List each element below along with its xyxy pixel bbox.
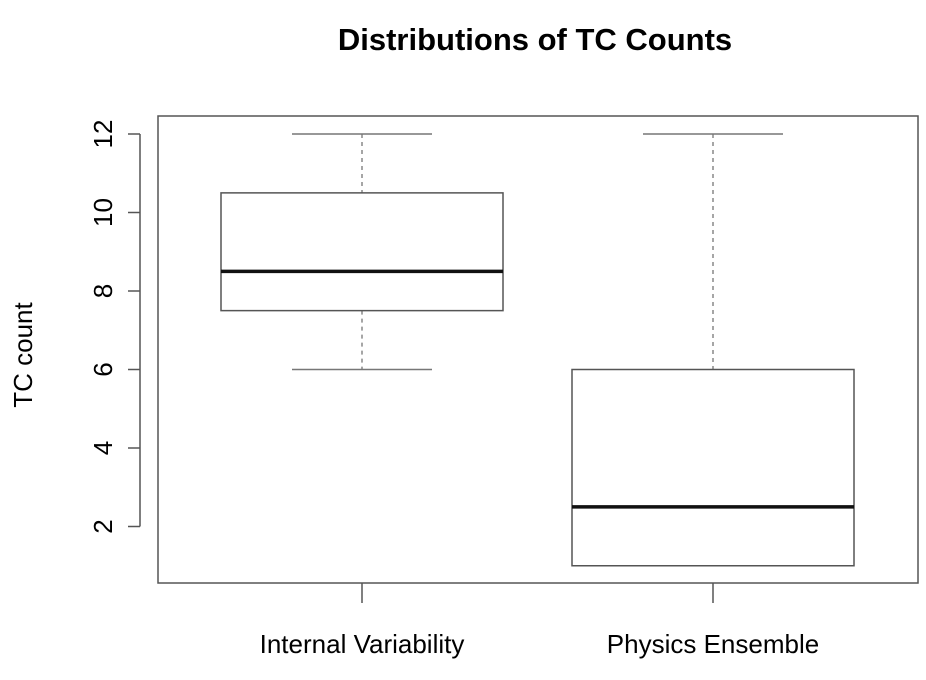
plot-frame: [157, 115, 919, 584]
y-tick-label: 12: [88, 120, 118, 149]
y-tick-label: 6: [88, 362, 118, 376]
box-2: [571, 133, 855, 567]
y-tick-label: 10: [88, 198, 118, 227]
y-axis: 2 4 6 8 10 12: [88, 120, 141, 534]
boxes: [220, 133, 855, 567]
x-tick-label: Physics Ensemble: [607, 629, 819, 659]
box-1: [220, 133, 504, 371]
x-axis: Internal Variability Physics Ensemble: [260, 583, 819, 659]
iqr-box: [220, 192, 504, 312]
y-tick-label: 8: [88, 284, 118, 298]
chart-title: Distributions of TC Counts: [338, 22, 732, 57]
y-axis-label: TC count: [8, 301, 38, 407]
y-tick-label: 4: [88, 441, 118, 455]
y-tick-label: 2: [88, 519, 118, 533]
iqr-box: [571, 368, 855, 567]
x-tick-label: Internal Variability: [260, 629, 465, 659]
